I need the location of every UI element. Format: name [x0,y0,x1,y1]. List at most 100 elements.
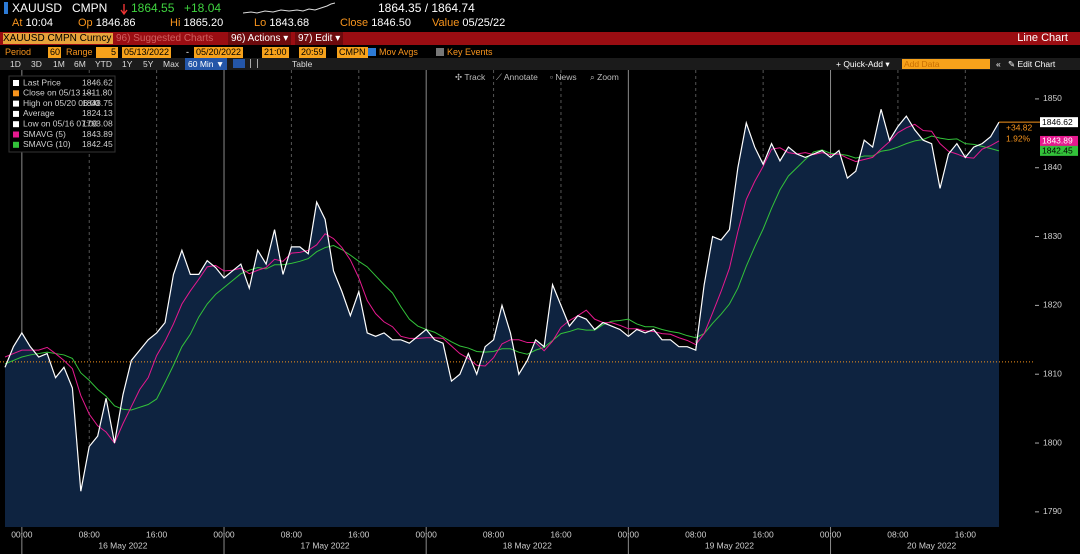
chart-tool[interactable]: ▫ News [550,72,577,82]
legend-label: SMAVG (10) [23,139,71,149]
chart-tool-label[interactable]: Annotate [503,72,538,82]
y-tick-label: 1800 [1043,437,1062,447]
price-line [4,109,1000,492]
y-tick-label: 1810 [1043,368,1062,378]
legend-value: 1811.80 [82,88,112,98]
chart-tool[interactable]: ⟋ Annotate [496,72,538,82]
pricing-source[interactable]: CMPN [337,47,368,58]
sparkline [243,2,335,14]
range-button[interactable]: 1D [10,59,21,69]
legend-box [8,75,116,153]
actions-menu[interactable]: 96) Actions ▾ [228,32,292,45]
last-value-label: 1846.62 [1042,117,1073,127]
interval-button[interactable]: 60 Min ▼ [185,58,228,70]
range-button[interactable]: Max [163,59,180,69]
x-tick-label: 08:00 [887,529,909,539]
key-events-label: Key Events [447,47,493,57]
date-separator: - [186,47,189,57]
range-button[interactable]: 1Y [122,59,133,69]
key-events-checkbox[interactable] [436,48,444,56]
last-value-tag [1040,117,1078,128]
edit-chart[interactable]: ✎ Edit Chart [1008,59,1056,69]
quote-value: 1846.86 [95,17,136,29]
toolbar [0,58,1080,70]
legend-value: 1842.45 [82,139,113,149]
legend-swatch [13,80,19,86]
x-tick-label: 00:00 [820,529,842,539]
quote-field: Value 05/25/22 [432,17,505,30]
suggested-charts[interactable]: 96) Suggested Charts [116,33,214,44]
chart-tool-label[interactable]: Track [464,72,486,82]
legend-label: Low on 05/16 07:00 [23,118,98,128]
range-field[interactable]: 5 [96,47,118,58]
quote-field: Close 1846.50 [340,17,411,30]
range-button[interactable]: 6M [74,59,86,69]
x-tick-label: 16:00 [752,529,774,539]
x-tick-label: 16:00 [550,529,572,539]
last-value-label: 1842.45 [1042,146,1073,156]
ticker: XAUUSD [12,1,63,15]
legend-swatch [13,100,19,107]
chart-icon[interactable] [233,59,245,68]
legend-swatch [13,141,19,148]
range-button[interactable]: 3D [31,59,42,69]
chart-tool[interactable]: ✣ Track [455,72,486,82]
quote-field: At 10:04 [12,17,53,30]
chart-tool-label[interactable]: News [555,72,577,82]
quote-label: Value [432,17,460,29]
start-date[interactable]: 05/13/2022 [122,47,172,58]
end-date[interactable]: 05/20/2022 [194,47,244,58]
x-tick-label: 08:00 [483,529,505,539]
quote-label: Hi [170,17,181,29]
x-tick-label: 08:00 [79,529,101,539]
quote-value: 1865.20 [183,17,224,29]
quote-label: Op [78,17,93,29]
quote-value: 1843.68 [269,17,310,29]
range-label: Range [66,47,93,57]
x-tick-label: 16:00 [955,529,977,539]
add-data-field[interactable]: Add Data [902,59,990,69]
chart-tool[interactable]: ⌕ Zoom [590,72,619,82]
x-tick-label: 00:00 [11,529,33,539]
change-label: +34.82 [1006,122,1033,132]
quote-label: Close [340,17,369,29]
last-value-label: 1843.89 [1042,136,1073,146]
mov-avgs-checkbox[interactable] [368,48,376,56]
day-label: 19 May 2022 [705,540,754,550]
price-area [5,109,999,527]
range-button[interactable]: 5Y [143,59,154,69]
quote-label: At [12,17,23,29]
price: 1864.55 [131,1,175,15]
quick-add[interactable]: + Quick-Add ▾ [836,59,890,69]
x-tick-label: 16:00 [146,529,168,539]
x-tick-label: 00:00 [213,529,235,539]
x-tick-label: 08:00 [685,529,707,539]
quote-field: Op 1846.86 [78,17,136,30]
edit-menu[interactable]: 97) Edit ▾ [295,32,344,45]
y-tick-label: 1850 [1043,93,1062,103]
edit-chart-label[interactable]: Edit Chart [1017,59,1056,69]
security-field[interactable]: XAUUSD CMPN Curncy [3,33,113,44]
day-label: 16 May 2022 [98,540,147,550]
change-pct-label: 1.92% [1006,133,1031,143]
change: +18.04 [184,1,222,15]
day-label: 17 May 2022 [301,540,350,550]
chart-tool-label[interactable]: Zoom [597,72,619,82]
legend-label: Average [23,108,55,118]
start-time[interactable]: 21:00 [262,47,289,58]
down-arrow [120,4,128,15]
y-tick-label: 1790 [1043,506,1062,516]
collapse-icon[interactable]: « [996,59,1001,69]
legend-value: 1843.89 [82,129,113,139]
end-time[interactable]: 20:59 [299,47,326,58]
period-field[interactable]: 60 [48,47,61,58]
range-button[interactable]: 1M [53,59,65,69]
y-tick-label: 1840 [1043,162,1062,172]
range-button[interactable]: YTD [95,59,112,69]
quote-value: 05/25/22 [462,17,506,29]
bar-icon[interactable] [250,59,258,68]
last-value-tag [1040,135,1078,146]
table-button[interactable]: Table [292,59,313,69]
